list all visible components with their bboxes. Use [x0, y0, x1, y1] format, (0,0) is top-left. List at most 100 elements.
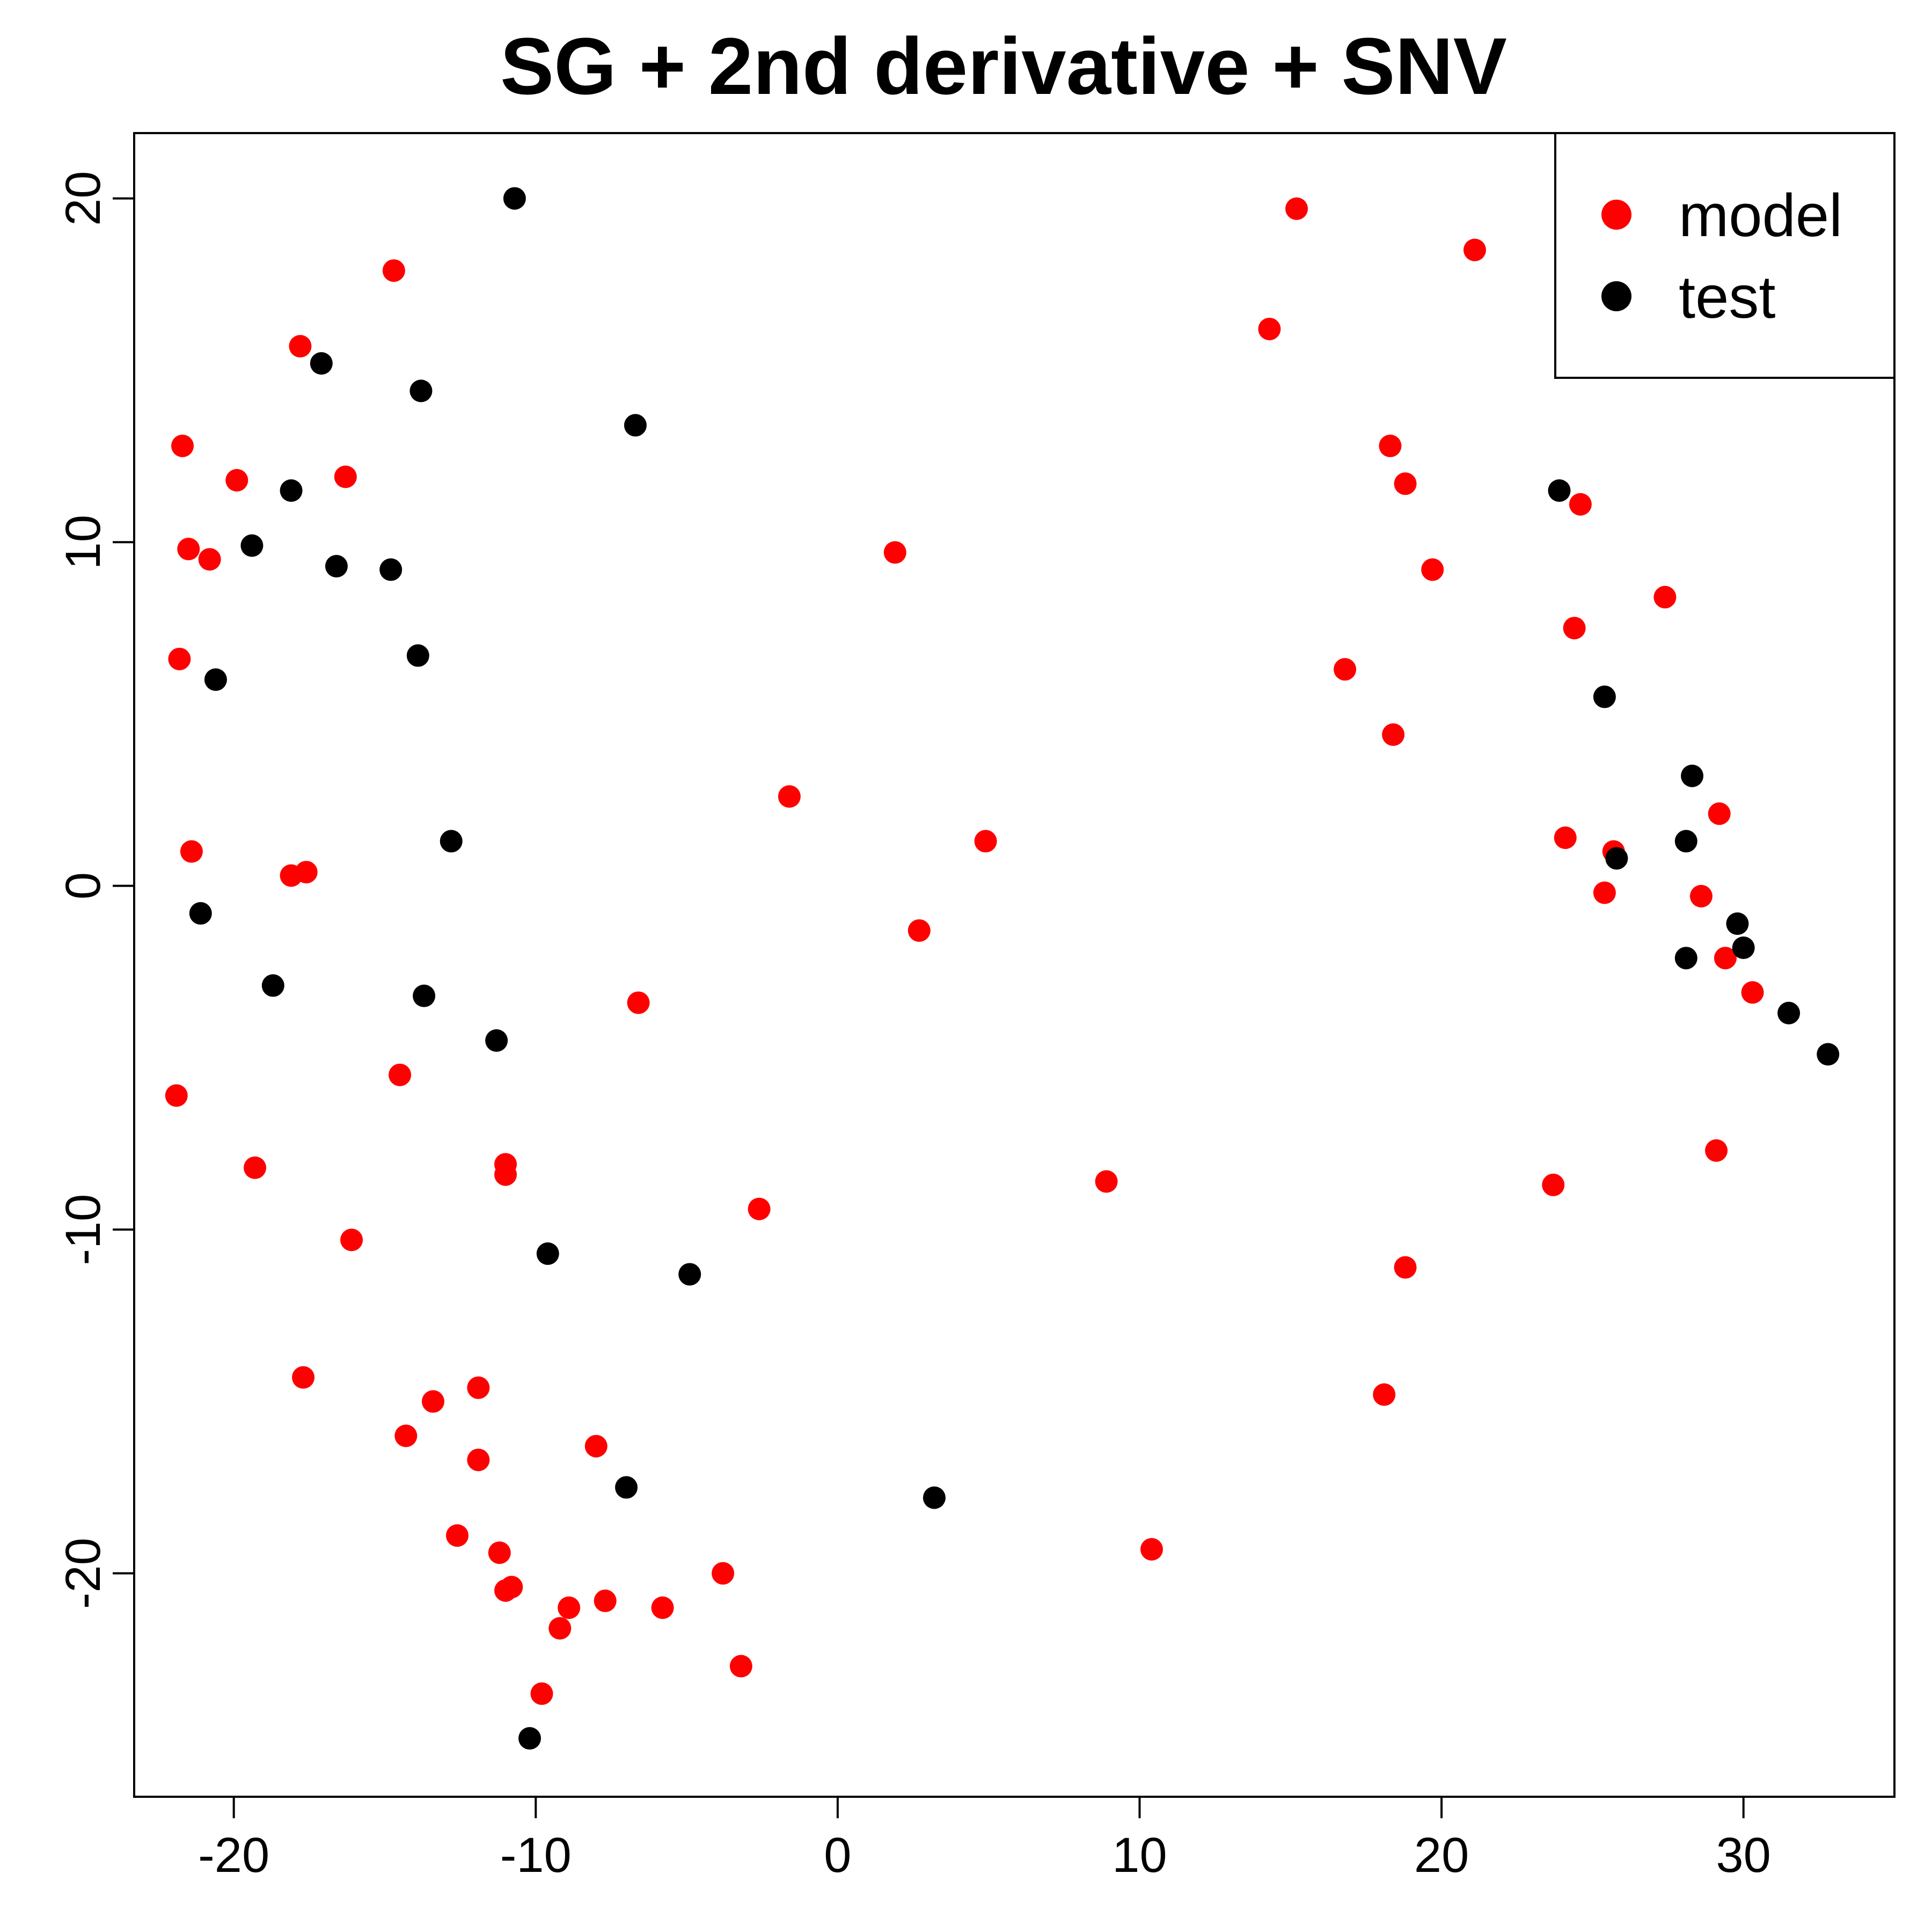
point-test — [1732, 936, 1755, 959]
point-test — [409, 379, 433, 402]
point-model — [1463, 238, 1486, 261]
x-axis: -20 -10 0 10 20 30 — [198, 1796, 1771, 1883]
point-test — [485, 1029, 508, 1052]
point-model — [974, 830, 997, 853]
point-model — [1653, 586, 1677, 609]
point-model — [295, 861, 318, 884]
x-tick-label: 10 — [1112, 1828, 1167, 1883]
point-model — [225, 469, 248, 492]
point-model — [558, 1596, 581, 1619]
point-model — [389, 1063, 412, 1086]
point-test — [1548, 479, 1571, 502]
point-model — [883, 541, 906, 564]
point-model — [748, 1197, 771, 1220]
point-model — [1714, 947, 1737, 970]
point-model — [494, 1163, 517, 1186]
point-test — [1605, 847, 1628, 870]
point-model — [244, 1156, 267, 1179]
point-model — [1741, 981, 1764, 1004]
y-tick-label: 20 — [56, 171, 111, 226]
point-model — [467, 1448, 490, 1472]
point-model — [584, 1435, 608, 1458]
point-model — [729, 1655, 752, 1678]
point-test — [615, 1476, 638, 1499]
point-model — [488, 1541, 511, 1564]
x-tick-label: -20 — [198, 1828, 269, 1883]
plot-frame — [133, 132, 1896, 1798]
point-test — [1674, 830, 1697, 853]
point-model — [1689, 884, 1713, 908]
point-model — [421, 1390, 444, 1413]
point-model — [168, 647, 191, 670]
point-model — [382, 259, 405, 282]
point-model — [908, 919, 931, 942]
point-model — [1421, 558, 1444, 581]
point-test — [624, 414, 647, 437]
point-model — [1569, 493, 1592, 516]
point-test — [1674, 947, 1697, 970]
y-tick-label: 0 — [56, 872, 111, 899]
point-test — [503, 187, 526, 210]
point-model — [1542, 1173, 1565, 1196]
point-test — [1817, 1043, 1840, 1066]
point-model — [594, 1589, 617, 1612]
point-test — [923, 1486, 946, 1509]
point-model — [1140, 1538, 1163, 1561]
series-model — [165, 197, 1764, 1705]
point-model — [1554, 826, 1577, 850]
point-model — [1334, 658, 1357, 681]
point-model — [334, 465, 357, 488]
point-test — [379, 558, 402, 581]
point-test — [413, 984, 436, 1007]
point-test — [1681, 764, 1704, 787]
y-tick-label: 10 — [56, 515, 111, 569]
point-test — [325, 555, 348, 578]
legend-label-test: test — [1679, 264, 1776, 331]
point-model — [1285, 197, 1308, 220]
point-model — [627, 991, 650, 1014]
x-tick-label: 20 — [1414, 1828, 1469, 1883]
point-test — [440, 830, 463, 853]
legend-label-model: model — [1679, 182, 1842, 249]
point-test — [240, 534, 264, 557]
point-model — [177, 538, 200, 560]
point-model — [1593, 881, 1616, 904]
point-model — [1373, 1383, 1396, 1406]
point-test — [280, 479, 303, 502]
x-tick-label: -10 — [500, 1828, 572, 1883]
y-axis: -20 -10 0 10 20 — [56, 171, 135, 1609]
point-model — [712, 1562, 735, 1585]
point-model — [548, 1617, 572, 1640]
point-model — [1095, 1170, 1118, 1193]
legend-box — [1554, 132, 1896, 379]
x-tick-label: 0 — [824, 1828, 851, 1883]
point-model — [1394, 1256, 1417, 1279]
point-model — [1563, 617, 1586, 640]
point-test — [536, 1242, 559, 1265]
legend-marker-test — [1601, 281, 1631, 311]
point-model — [778, 785, 801, 808]
point-test — [678, 1263, 701, 1286]
point-test — [204, 668, 227, 691]
point-model — [1258, 318, 1281, 341]
legend-marker-model — [1601, 200, 1631, 230]
point-test — [310, 352, 333, 375]
data-points — [165, 187, 1840, 1750]
point-model — [340, 1228, 363, 1252]
chart-title: SG + 2nd derivative + SNV — [500, 21, 1507, 111]
point-model — [198, 548, 221, 571]
point-test — [1777, 1001, 1801, 1024]
point-model — [394, 1424, 418, 1447]
point-model — [292, 1366, 315, 1389]
point-test — [261, 974, 284, 997]
point-test — [189, 902, 212, 925]
point-test — [406, 644, 429, 667]
point-model — [530, 1682, 553, 1705]
point-model — [1382, 723, 1405, 746]
point-test — [1593, 685, 1616, 708]
y-tick-label: -10 — [56, 1194, 111, 1265]
series-test — [189, 187, 1840, 1750]
point-model — [1708, 802, 1731, 825]
point-model — [165, 1084, 188, 1107]
